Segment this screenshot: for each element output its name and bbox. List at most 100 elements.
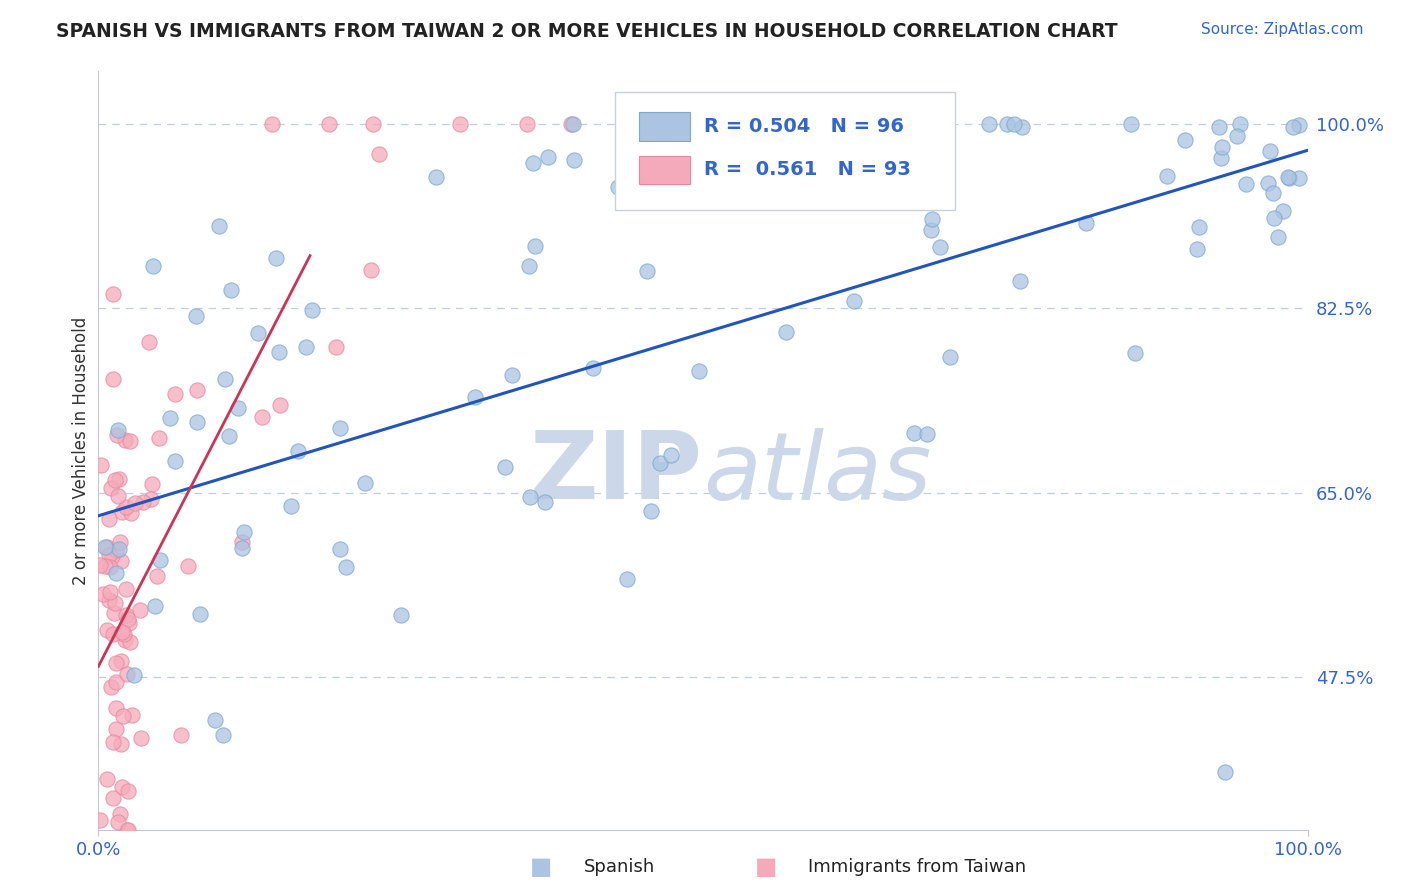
Point bbox=[96, 540, 118, 554]
Point bbox=[720, 117, 742, 131]
Point bbox=[1277, 170, 1299, 185]
Point bbox=[1277, 170, 1299, 185]
Point bbox=[91, 587, 114, 601]
Point bbox=[94, 559, 117, 574]
Point bbox=[132, 495, 155, 509]
Point bbox=[103, 606, 125, 620]
Point bbox=[425, 169, 447, 184]
FancyBboxPatch shape bbox=[638, 155, 690, 185]
Point bbox=[231, 541, 253, 555]
Point bbox=[112, 627, 135, 641]
Point bbox=[250, 409, 273, 424]
Point bbox=[1156, 169, 1178, 184]
Point bbox=[111, 780, 134, 795]
Text: R =  0.561   N = 93: R = 0.561 N = 93 bbox=[704, 161, 911, 179]
Point bbox=[1010, 274, 1032, 288]
Point bbox=[97, 511, 120, 525]
Point bbox=[96, 772, 118, 787]
Point bbox=[761, 117, 783, 131]
Point bbox=[1257, 176, 1279, 190]
Point bbox=[640, 503, 662, 517]
Point bbox=[208, 219, 231, 234]
Point bbox=[688, 364, 710, 378]
Point bbox=[301, 303, 323, 318]
Point bbox=[1074, 216, 1097, 230]
Point bbox=[325, 341, 347, 355]
Text: R = 0.504   N = 96: R = 0.504 N = 96 bbox=[704, 117, 904, 136]
Point bbox=[97, 593, 120, 607]
Point bbox=[94, 540, 117, 554]
Point bbox=[295, 340, 318, 354]
Point bbox=[329, 421, 352, 435]
Point bbox=[149, 553, 172, 567]
Point bbox=[782, 140, 804, 154]
Point bbox=[280, 500, 302, 514]
Point bbox=[260, 117, 283, 131]
Point bbox=[1288, 170, 1310, 185]
Point bbox=[114, 632, 136, 647]
Point bbox=[129, 603, 152, 617]
Point bbox=[117, 783, 139, 797]
Point bbox=[115, 667, 138, 681]
Point bbox=[186, 416, 208, 430]
Point bbox=[107, 542, 129, 557]
Text: SPANISH VS IMMIGRANTS FROM TAIWAN 2 OR MORE VEHICLES IN HOUSEHOLD CORRELATION CH: SPANISH VS IMMIGRANTS FROM TAIWAN 2 OR M… bbox=[56, 22, 1118, 41]
Point bbox=[107, 815, 129, 830]
Point bbox=[165, 454, 187, 468]
Point bbox=[517, 259, 540, 273]
Point bbox=[266, 251, 288, 265]
Point bbox=[995, 117, 1018, 131]
Text: ■: ■ bbox=[530, 855, 553, 879]
Point bbox=[114, 433, 136, 447]
Point bbox=[214, 372, 236, 386]
Point bbox=[110, 534, 132, 549]
Point bbox=[536, 150, 558, 164]
Point bbox=[100, 549, 122, 564]
Point bbox=[148, 431, 170, 445]
Point bbox=[218, 429, 240, 443]
Point bbox=[186, 383, 208, 397]
Point bbox=[939, 350, 962, 364]
Text: ZIP: ZIP bbox=[530, 427, 703, 519]
Point bbox=[360, 263, 382, 277]
Point bbox=[111, 709, 134, 723]
Point bbox=[1229, 117, 1251, 131]
Point bbox=[616, 572, 638, 586]
Point bbox=[1267, 230, 1289, 244]
Point bbox=[464, 390, 486, 404]
Point bbox=[108, 472, 131, 486]
Point bbox=[800, 117, 823, 131]
Point bbox=[110, 654, 132, 668]
Point bbox=[318, 117, 340, 131]
Text: Spanish: Spanish bbox=[583, 858, 655, 876]
Point bbox=[115, 582, 138, 596]
Point bbox=[247, 326, 270, 340]
Point bbox=[115, 608, 138, 623]
Point bbox=[226, 401, 249, 415]
Point bbox=[740, 117, 762, 131]
Point bbox=[104, 657, 127, 671]
Point bbox=[1213, 764, 1236, 779]
Point bbox=[89, 813, 111, 827]
Point bbox=[367, 147, 389, 161]
Point bbox=[1234, 177, 1257, 191]
Point bbox=[107, 423, 129, 437]
Point bbox=[89, 558, 111, 572]
Point bbox=[118, 434, 141, 449]
Point bbox=[108, 806, 131, 821]
Point bbox=[562, 153, 585, 168]
Point bbox=[1288, 118, 1310, 132]
Point bbox=[115, 500, 138, 515]
Point bbox=[1282, 120, 1305, 134]
Point bbox=[1258, 144, 1281, 158]
Point bbox=[204, 713, 226, 727]
Point bbox=[1226, 128, 1249, 143]
Point bbox=[117, 822, 139, 837]
Point bbox=[915, 426, 938, 441]
Text: atlas: atlas bbox=[703, 427, 931, 519]
Point bbox=[748, 117, 770, 131]
Point bbox=[534, 494, 557, 508]
Point bbox=[110, 737, 132, 751]
Point bbox=[845, 117, 868, 131]
Point bbox=[104, 596, 127, 610]
